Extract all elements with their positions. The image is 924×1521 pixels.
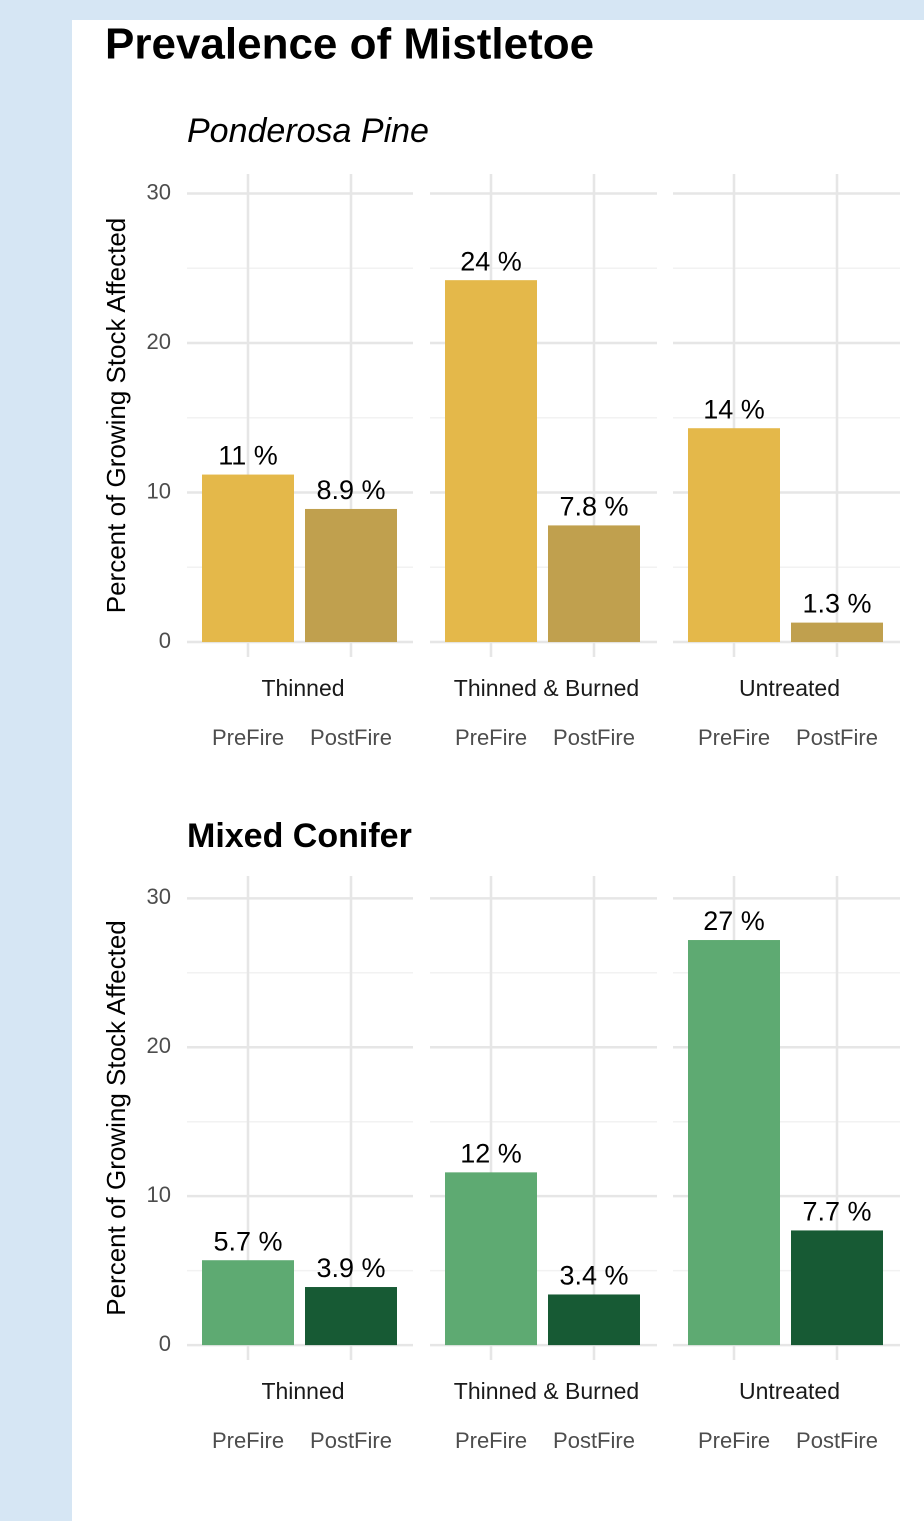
main-title: Prevalence of Mistletoe	[105, 20, 594, 69]
bar	[548, 525, 640, 643]
y-tick-label: 20	[147, 329, 171, 354]
chart-subtitle: Mixed Conifer	[187, 817, 412, 855]
x-tick-label: PreFire	[698, 1428, 770, 1453]
x-tick-label: PostFire	[796, 725, 878, 750]
facet-label: Thinned & Burned	[454, 1378, 639, 1404]
x-tick-label: PreFire	[455, 1428, 527, 1453]
data-label: 14 %	[703, 394, 765, 424]
chart-subtitle: Ponderosa Pine	[187, 112, 429, 150]
y-tick-label: 20	[147, 1033, 171, 1058]
data-label: 7.7 %	[802, 1197, 871, 1227]
y-axis-label: Percent of Growing Stock Affected	[101, 920, 131, 1316]
bar	[548, 1294, 640, 1346]
bar	[305, 1287, 397, 1346]
data-label: 3.4 %	[559, 1261, 628, 1291]
y-tick-label: 10	[147, 478, 171, 503]
x-tick-label: PostFire	[553, 725, 635, 750]
x-tick-label: PreFire	[455, 725, 527, 750]
x-tick-label: PreFire	[698, 725, 770, 750]
bar	[688, 428, 780, 643]
bar	[305, 508, 397, 643]
x-tick-label: PreFire	[212, 1428, 284, 1453]
x-tick-label: PostFire	[310, 1428, 392, 1453]
y-tick-label: 30	[147, 179, 171, 204]
bar	[202, 474, 294, 643]
y-tick-label: 0	[159, 628, 171, 653]
bar	[791, 622, 883, 643]
y-tick-label: 10	[147, 1182, 171, 1207]
facet-label: Thinned	[261, 1378, 344, 1404]
x-tick-label: PostFire	[310, 725, 392, 750]
y-tick-label: 0	[159, 1331, 171, 1356]
data-label: 11 %	[218, 441, 278, 471]
data-label: 3.9 %	[316, 1253, 385, 1283]
facet-label: Thinned & Burned	[454, 675, 639, 701]
x-tick-label: PostFire	[796, 1428, 878, 1453]
data-label: 5.7 %	[213, 1226, 282, 1256]
facet-label: Untreated	[739, 1378, 840, 1404]
data-label: 8.9 %	[316, 475, 385, 505]
x-tick-label: PreFire	[212, 725, 284, 750]
data-label: 7.8 %	[559, 492, 628, 522]
x-tick-label: PostFire	[553, 1428, 635, 1453]
facet-label: Thinned	[261, 675, 344, 701]
y-axis-label: Percent of Growing Stock Affected	[101, 218, 131, 614]
bar	[688, 940, 780, 1346]
bar	[202, 1260, 294, 1346]
data-label: 1.3 %	[802, 589, 871, 619]
y-tick-label: 30	[147, 884, 171, 909]
bar	[445, 280, 537, 643]
facet-label: Untreated	[739, 675, 840, 701]
data-label: 12 %	[460, 1138, 522, 1168]
bar	[445, 1172, 537, 1346]
data-label: 24 %	[460, 246, 522, 276]
bar	[791, 1230, 883, 1346]
data-label: 27 %	[703, 906, 765, 936]
